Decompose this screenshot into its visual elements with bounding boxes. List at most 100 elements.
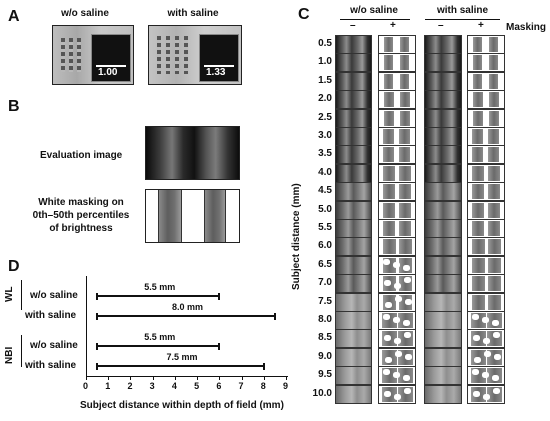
mask-column bbox=[472, 73, 483, 89]
masked-strip-without-saline bbox=[378, 384, 416, 404]
x-tick-label: 1 bbox=[105, 381, 111, 391]
range-bar-wl-without-saline bbox=[97, 295, 220, 297]
mask-artifact bbox=[473, 390, 480, 397]
masked-strip-with-saline bbox=[467, 163, 505, 183]
distance-label: 1.0 bbox=[318, 56, 332, 68]
masked-strip-with-saline bbox=[467, 145, 505, 165]
masked-strip-with-saline bbox=[467, 127, 505, 146]
evaluation-strip-without-saline bbox=[335, 255, 372, 275]
mask-artifact bbox=[482, 317, 489, 323]
mask-artifact bbox=[492, 320, 499, 326]
masked-strip-without-saline bbox=[378, 200, 416, 220]
x-tick-mark bbox=[241, 377, 243, 380]
panel-c-plus-with-saline: + bbox=[478, 20, 484, 31]
masked-strip-without-saline bbox=[378, 145, 416, 165]
masked-strip-without-saline bbox=[378, 182, 416, 202]
evaluation-strip-with-saline bbox=[424, 292, 462, 312]
mask-artifact bbox=[484, 350, 491, 357]
evaluation-strip-without-saline bbox=[335, 292, 372, 312]
masked-strip-without-saline bbox=[378, 90, 416, 110]
panel-a-header-without-saline: w/o saline bbox=[61, 8, 109, 19]
mask-artifact bbox=[494, 353, 501, 360]
mask-column bbox=[399, 129, 411, 144]
mask-column bbox=[383, 147, 395, 163]
mask-artifact bbox=[385, 356, 392, 363]
distance-label: 3.0 bbox=[318, 130, 332, 141]
range-bar-nbi-with-saline bbox=[97, 365, 264, 367]
masked-strip-with-saline bbox=[467, 329, 505, 349]
evaluation-strip-without-saline bbox=[335, 71, 372, 91]
mask-column bbox=[399, 202, 412, 218]
range-cap-start bbox=[96, 292, 99, 300]
masked-strip-without-saline bbox=[378, 53, 416, 73]
row-label-nbi-with-saline: with saline bbox=[25, 360, 77, 371]
evaluation-strip-with-saline bbox=[424, 200, 462, 220]
evaluation-strip-without-saline bbox=[335, 311, 372, 330]
mask-artifact bbox=[395, 350, 402, 357]
masked-strip-without-saline bbox=[378, 35, 416, 54]
masked-strip-with-saline bbox=[467, 35, 505, 54]
panel-a-label: A bbox=[8, 8, 20, 25]
x-tick-mark bbox=[197, 377, 199, 380]
mask-column bbox=[488, 147, 500, 163]
panel-c-label: C bbox=[298, 6, 310, 23]
mask-column bbox=[472, 184, 484, 200]
mask-artifact bbox=[385, 301, 392, 308]
distance-label: 6.5 bbox=[318, 258, 332, 270]
distance-label: 5.5 bbox=[318, 222, 332, 233]
range-value-label: 8.0 mm bbox=[172, 302, 204, 312]
x-tick-mark bbox=[86, 377, 87, 380]
row-label-nbi-without-saline: w/o saline bbox=[30, 340, 78, 351]
mask-column bbox=[488, 110, 499, 126]
panel-a-value-with-saline: 1.33 bbox=[206, 67, 226, 78]
distance-label: 6.0 bbox=[318, 240, 332, 252]
evaluation-strip-with-saline bbox=[424, 311, 462, 330]
mask-artifact bbox=[393, 261, 400, 268]
mask-artifact bbox=[493, 387, 500, 394]
mask-column bbox=[472, 129, 484, 144]
evaluation-strip-with-saline bbox=[424, 366, 462, 386]
mask-column bbox=[488, 165, 500, 181]
mask-column bbox=[471, 239, 485, 255]
mask-column bbox=[383, 165, 395, 181]
mask-artifact bbox=[395, 295, 402, 302]
mask-artifact bbox=[383, 314, 390, 320]
masked-strip-without-saline bbox=[378, 219, 416, 238]
mask-artifact bbox=[404, 387, 411, 394]
masked-strip-without-saline bbox=[378, 329, 416, 349]
mask-column bbox=[399, 55, 410, 71]
evaluation-strip-without-saline bbox=[335, 108, 372, 128]
distance-label: 2.0 bbox=[318, 93, 332, 105]
mask-column bbox=[400, 37, 409, 52]
mask-artifact bbox=[403, 320, 410, 326]
mask-artifact bbox=[384, 280, 391, 287]
evaluation-strip-with-saline bbox=[424, 108, 462, 128]
mask-column bbox=[472, 55, 483, 71]
range-cap-start bbox=[96, 362, 99, 370]
mask-artifact bbox=[394, 393, 401, 400]
evaluation-strip-with-saline bbox=[424, 182, 462, 202]
masked-strip-without-saline bbox=[378, 71, 416, 91]
masked-strip-with-saline bbox=[467, 90, 505, 110]
mask-artifact bbox=[404, 277, 411, 284]
evaluation-strip-with-saline bbox=[424, 329, 462, 349]
distance-label: 8.0 bbox=[318, 314, 332, 325]
evaluation-strip-with-saline bbox=[424, 384, 462, 404]
mask-artifact bbox=[403, 375, 410, 382]
chart-x-ticks: 0 1 2 3 4 5 6 7 8 9 bbox=[83, 377, 288, 395]
evaluation-strip-with-saline bbox=[424, 219, 462, 238]
panel-c-minus-with-saline: – bbox=[438, 20, 444, 31]
distance-label: 4.0 bbox=[318, 166, 332, 178]
evaluation-strip-without-saline bbox=[335, 127, 372, 146]
masked-strip-with-saline bbox=[467, 200, 505, 220]
masked-strip-with-saline bbox=[467, 255, 505, 275]
row-label-wl-with-saline: with saline bbox=[25, 310, 77, 321]
masked-image bbox=[145, 189, 240, 243]
x-tick-mark bbox=[219, 377, 221, 380]
mask-column bbox=[471, 221, 485, 236]
distance-label: 10.0 bbox=[312, 387, 332, 399]
masked-strip-without-saline bbox=[378, 255, 416, 275]
evaluation-strip-with-saline bbox=[424, 71, 462, 91]
masked-strip-with-saline bbox=[467, 311, 505, 330]
mask-column bbox=[487, 239, 501, 255]
